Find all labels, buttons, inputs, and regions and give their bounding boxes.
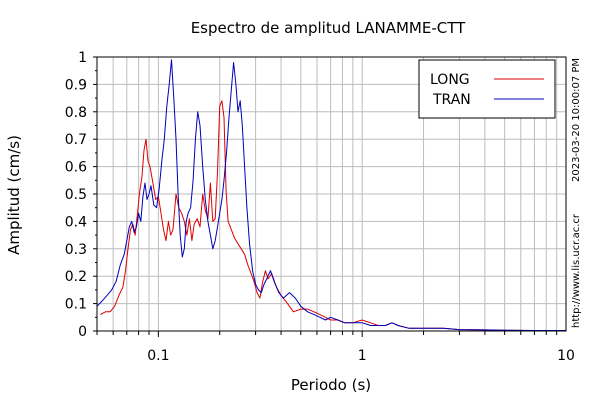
y-tick-label: 0.2 [65, 269, 87, 285]
grid [96, 56, 566, 332]
y-tick-label: 0.7 [65, 132, 87, 148]
y-tick-label: 1 [78, 50, 87, 66]
series-line-long [100, 100, 566, 331]
timestamp-text: 2023-03-20 10:00:07 PM [571, 58, 582, 182]
legend-box [418, 59, 556, 119]
series-line-tran [96, 59, 566, 331]
plot-frame [96, 56, 567, 332]
x-tick-label: 10 [557, 348, 575, 364]
chart-title: Espectro de amplitud LANAMME-CTT [191, 19, 466, 37]
legend-label-tran: TRAN [432, 92, 471, 108]
x-tick-label: 0.1 [147, 348, 169, 364]
axes [93, 56, 558, 337]
x-axis-label: Periodo (s) [291, 376, 371, 394]
legend: LONG TRAN [418, 59, 556, 119]
series-lines [96, 59, 566, 331]
y-tick-label: 0.8 [65, 105, 87, 121]
y-tick-label: 0.4 [65, 214, 87, 230]
y-tick-label: 0.3 [65, 242, 87, 258]
url-text: http://www.lis.ucr.ac.cr [571, 213, 582, 328]
y-tick-label: 0.6 [65, 160, 87, 176]
legend-label-long: LONG [430, 72, 470, 88]
y-tick-label: 0.1 [65, 297, 87, 313]
y-tick-label: 0.5 [65, 187, 87, 203]
x-tick-label: 1 [358, 348, 367, 364]
y-tick-label: 0.9 [65, 77, 87, 93]
y-axis-label: Amplitud (cm/s) [5, 135, 23, 255]
y-tick-label: 0 [78, 324, 87, 340]
tick-labels: 0 0.1 0.2 0.3 0.4 0.5 0.6 0.7 0.8 0.9 1 0.1 1 10 [65, 50, 575, 364]
